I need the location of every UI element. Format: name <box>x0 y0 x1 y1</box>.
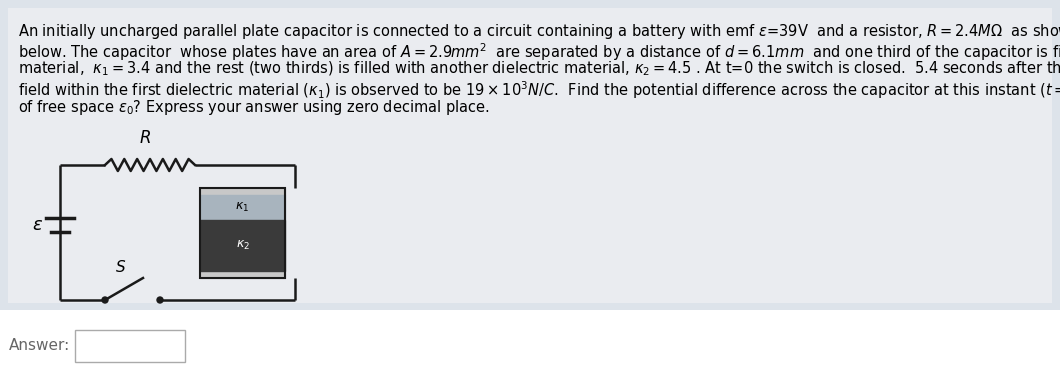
Bar <box>200 195 285 220</box>
Text: Answer:: Answer: <box>8 339 70 354</box>
Bar <box>8 8 1052 303</box>
Bar <box>200 220 285 271</box>
Text: $S$: $S$ <box>114 259 126 275</box>
Circle shape <box>157 297 163 303</box>
Bar <box>200 271 285 278</box>
Text: below. The capacitor  whose plates have an area of $A = 2.9mm^2$  are separated : below. The capacitor whose plates have a… <box>18 41 1060 63</box>
Text: $\kappa_2$: $\kappa_2$ <box>235 239 249 252</box>
Text: $R$: $R$ <box>139 129 151 147</box>
Bar <box>0 310 1060 384</box>
Bar <box>75 330 186 362</box>
Circle shape <box>102 297 108 303</box>
Text: An initially uncharged parallel plate capacitor is connected to a circuit contai: An initially uncharged parallel plate ca… <box>18 22 1060 41</box>
Text: field within the first dielectric material ($\kappa_1$) is observed to be $19 \t: field within the first dielectric materi… <box>18 79 1060 101</box>
Text: material,  $\kappa_1 = 3.4$ and the rest (two thirds) is filled with another die: material, $\kappa_1 = 3.4$ and the rest … <box>18 60 1060 78</box>
Bar <box>200 188 285 278</box>
Bar <box>200 188 285 195</box>
Text: $\varepsilon$: $\varepsilon$ <box>33 216 43 234</box>
Text: $\kappa_1$: $\kappa_1$ <box>235 201 249 214</box>
Text: of free space $\epsilon_0$? Express your answer using zero decimal place.: of free space $\epsilon_0$? Express your… <box>18 98 490 117</box>
